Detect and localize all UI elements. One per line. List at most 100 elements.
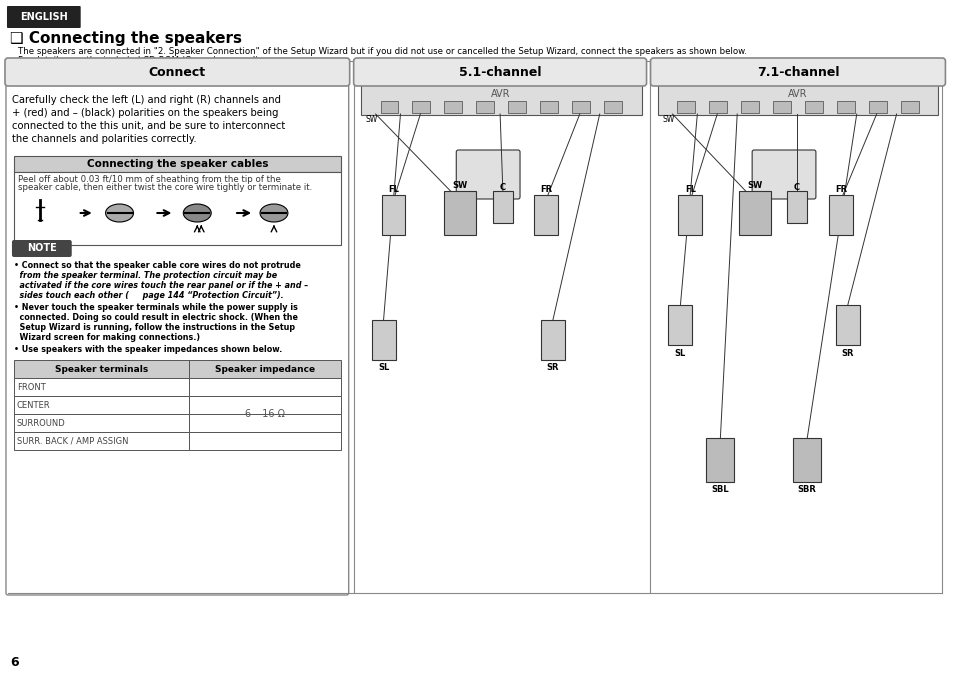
Text: SURROUND: SURROUND (17, 418, 66, 427)
Text: + (red) and – (black) polarities on the speakers being: + (red) and – (black) polarities on the … (12, 108, 278, 118)
Text: Setup Wizard is running, follow the instructions in the Setup: Setup Wizard is running, follow the inst… (14, 323, 294, 331)
Bar (709, 101, 726, 113)
Bar (678, 195, 701, 235)
Text: FL: FL (388, 186, 398, 194)
Text: FR: FR (539, 186, 552, 194)
Bar (189, 414, 340, 432)
Text: SW: SW (365, 115, 377, 124)
FancyBboxPatch shape (6, 79, 348, 595)
Bar (412, 101, 430, 113)
Bar (372, 320, 395, 360)
Bar (189, 360, 340, 378)
Bar (740, 101, 759, 113)
Text: Carefully check the left (L) and right (R) channels and: Carefully check the left (L) and right (… (12, 95, 281, 105)
Bar (380, 101, 398, 113)
Bar (14, 396, 189, 414)
Text: For details, see the included CD-ROM (Owner's manual).: For details, see the included CD-ROM (Ow… (18, 57, 261, 65)
Text: SBR: SBR (797, 485, 816, 495)
Text: CENTER: CENTER (17, 400, 51, 410)
Text: SR: SR (546, 364, 558, 373)
Bar (444, 101, 462, 113)
FancyBboxPatch shape (7, 6, 81, 28)
Text: ❑ Connecting the speakers: ❑ Connecting the speakers (10, 32, 242, 47)
Ellipse shape (183, 204, 211, 222)
Text: SW: SW (661, 115, 674, 124)
Text: ENGLISH: ENGLISH (20, 12, 68, 22)
Text: 5.1-channel: 5.1-channel (458, 65, 540, 78)
Text: • Connect so that the speaker cable core wires do not protrude: • Connect so that the speaker cable core… (14, 261, 300, 271)
Text: • Never touch the speaker terminals while the power supply is: • Never touch the speaker terminals whil… (14, 302, 297, 311)
Bar (381, 195, 405, 235)
Bar (508, 101, 525, 113)
Bar (705, 438, 734, 482)
Bar (868, 101, 885, 113)
Bar (786, 191, 806, 223)
Text: Connecting the speaker cables: Connecting the speaker cables (87, 159, 268, 169)
Bar (360, 73, 641, 115)
Text: SL: SL (674, 348, 685, 358)
Text: SW: SW (452, 180, 467, 190)
Bar (772, 101, 790, 113)
Bar (900, 101, 918, 113)
Text: activated if the core wires touch the rear panel or if the + and –: activated if the core wires touch the re… (14, 281, 308, 290)
Bar (14, 432, 189, 450)
Bar (189, 378, 340, 396)
Text: sides touch each other (     page 144 “Protection Circuit”).: sides touch each other ( page 144 “Prote… (14, 292, 283, 300)
Bar (493, 191, 513, 223)
Text: FRONT: FRONT (17, 383, 46, 392)
Bar (14, 172, 340, 245)
Bar (14, 156, 340, 172)
FancyBboxPatch shape (354, 58, 646, 86)
Ellipse shape (106, 204, 133, 222)
Bar (14, 414, 189, 432)
Text: Peel off about 0.03 ft/10 mm of sheathing from the tip of the: Peel off about 0.03 ft/10 mm of sheathin… (18, 175, 280, 184)
FancyBboxPatch shape (456, 150, 519, 199)
Text: connected. Doing so could result in electric shock. (When the: connected. Doing so could result in elec… (14, 313, 297, 321)
FancyBboxPatch shape (12, 240, 71, 257)
Text: Speaker impedance: Speaker impedance (214, 364, 314, 373)
Text: AVR: AVR (491, 89, 510, 99)
Bar (657, 73, 938, 115)
Bar (739, 191, 770, 235)
Text: FR: FR (834, 186, 846, 194)
Text: Connect: Connect (149, 65, 206, 78)
Bar (804, 101, 822, 113)
Bar (668, 305, 692, 345)
Bar (14, 360, 189, 378)
Bar (540, 320, 564, 360)
Bar (828, 195, 852, 235)
Bar (534, 195, 558, 235)
Bar (189, 396, 340, 414)
Bar (14, 378, 189, 396)
Text: NOTE: NOTE (27, 243, 56, 253)
Text: 6 – 16 Ω: 6 – 16 Ω (245, 409, 285, 419)
Bar (476, 101, 494, 113)
Text: connected to the this unit, and be sure to interconnect: connected to the this unit, and be sure … (12, 121, 285, 131)
Text: 7.1-channel: 7.1-channel (756, 65, 839, 78)
Text: SURR. BACK / AMP ASSIGN: SURR. BACK / AMP ASSIGN (17, 437, 129, 446)
Text: Wizard screen for making connections.): Wizard screen for making connections.) (14, 333, 200, 342)
Text: speaker cable, then either twist the core wire tightly or terminate it.: speaker cable, then either twist the cor… (18, 184, 312, 192)
Bar (835, 305, 859, 345)
Text: SBL: SBL (711, 485, 728, 495)
Bar (677, 101, 695, 113)
Text: AVR: AVR (787, 89, 807, 99)
Bar (836, 101, 854, 113)
Text: C: C (793, 182, 800, 192)
Bar (603, 101, 621, 113)
Bar (444, 191, 476, 235)
Text: SR: SR (841, 348, 853, 358)
Ellipse shape (260, 204, 288, 222)
Text: C: C (499, 182, 506, 192)
Text: Speaker terminals: Speaker terminals (55, 364, 148, 373)
FancyBboxPatch shape (650, 58, 944, 86)
Text: • Use speakers with the speaker impedances shown below.: • Use speakers with the speaker impedanc… (14, 346, 282, 354)
Bar (189, 432, 340, 450)
FancyBboxPatch shape (751, 150, 815, 199)
Text: SW: SW (747, 180, 762, 190)
Bar (571, 101, 589, 113)
Text: FL: FL (684, 186, 695, 194)
Text: The speakers are connected in "2. Speaker Connection" of the Setup Wizard but if: The speakers are connected in "2. Speake… (18, 47, 746, 57)
Text: SL: SL (377, 364, 389, 373)
Bar (539, 101, 558, 113)
